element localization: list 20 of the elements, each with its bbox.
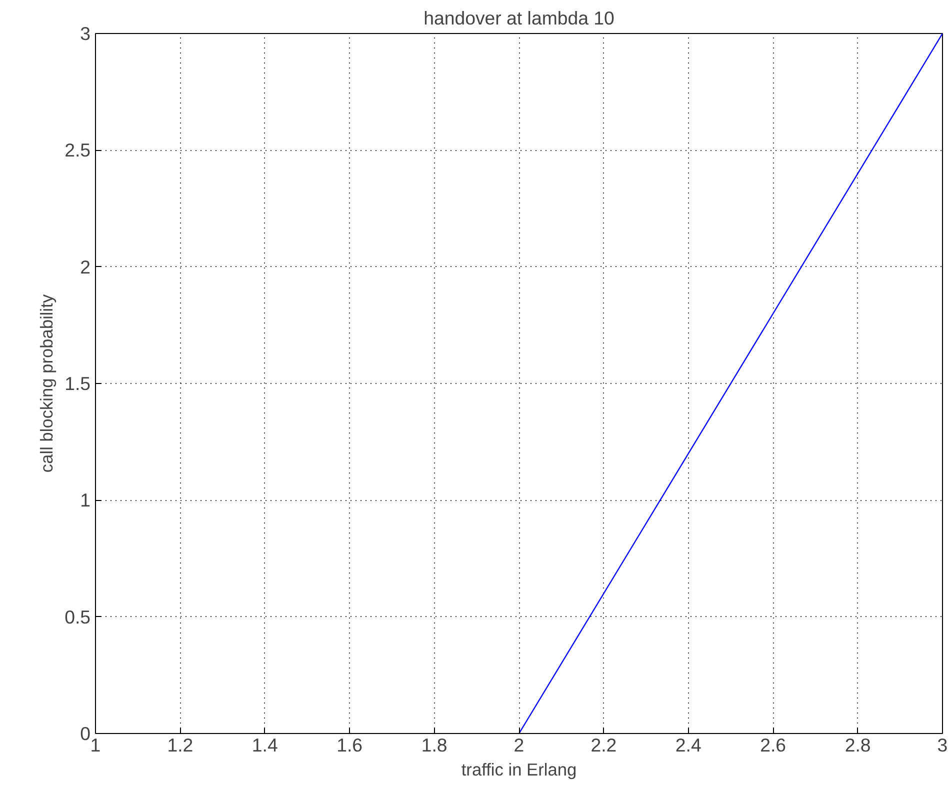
y-tick-label: 1.5 [64, 373, 91, 394]
y-tick-label: 0.5 [64, 606, 91, 628]
y-tick-label: 2.5 [64, 140, 91, 161]
y-tick-label: 2 [80, 256, 91, 278]
x-tick-label: 2.8 [844, 734, 871, 756]
y-tick-label: 3 [80, 23, 91, 44]
chart-title: handover at lambda 10 [424, 8, 614, 28]
x-tick-label: 1.4 [252, 734, 278, 756]
x-tick-label: 2.6 [760, 734, 786, 756]
x-tick-label: 2 [514, 734, 524, 756]
y-tick-label: 1 [80, 490, 91, 511]
x-axis-title: traffic in Erlang [461, 760, 577, 780]
x-tick-label: 3 [937, 734, 948, 756]
x-tick-label: 1.2 [167, 734, 194, 756]
x-tick-label: 2.2 [590, 734, 617, 756]
y-axis-title: call blocking probability [36, 294, 57, 473]
x-tick-label: 1.8 [421, 734, 448, 756]
y-tick-label: 0 [80, 723, 91, 744]
x-tick-label: 1.6 [336, 734, 363, 756]
x-tick-label: 2.4 [675, 734, 702, 756]
